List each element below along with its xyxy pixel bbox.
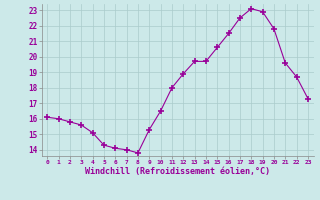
X-axis label: Windchill (Refroidissement éolien,°C): Windchill (Refroidissement éolien,°C) — [85, 167, 270, 176]
